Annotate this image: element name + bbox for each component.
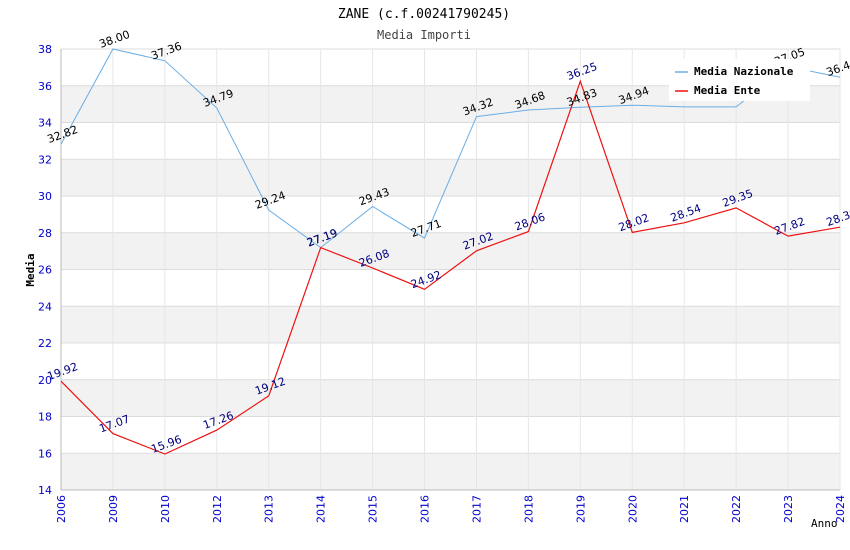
- x-tick-label: 2021: [678, 495, 691, 523]
- y-tick-label: 16: [38, 447, 52, 460]
- x-tick-label: 2013: [263, 495, 276, 523]
- x-tick-label: 2012: [211, 495, 224, 523]
- x-tick-label: 2023: [782, 495, 795, 523]
- data-label-ente: 28.54: [669, 202, 703, 225]
- data-label-ente: 28.06: [513, 210, 547, 233]
- x-tick-label: 2015: [367, 495, 380, 523]
- x-tick-label: 2018: [522, 495, 535, 523]
- series-line-nazionale: [60, 48, 841, 249]
- legend-label-nazionale: Media Nazionale: [694, 65, 794, 78]
- x-tick-label: 2020: [626, 495, 639, 523]
- y-tick-label: 18: [38, 411, 52, 424]
- legend: Media Nazionale Media Ente: [669, 59, 810, 101]
- x-tick-labels: 2006 2009 2010 2012 2013 2014 2015 2016 2017 2018…: [55, 495, 847, 523]
- x-tick-label: 2019: [574, 495, 587, 523]
- x-tick-label: 2006: [55, 495, 68, 523]
- legend-label-ente: Media Ente: [694, 84, 761, 97]
- y-tick-label: 28: [38, 227, 52, 240]
- x-tick-label: 2016: [419, 495, 432, 523]
- y-tick-label: 38: [38, 43, 52, 56]
- chart-title: ZANE (c.f.00241790245): [338, 7, 510, 22]
- x-tick-label: 2014: [315, 495, 328, 523]
- y-tick-label: 20: [38, 374, 52, 387]
- data-label-nazionale: 38.00: [98, 28, 132, 51]
- y-tick-label: 30: [38, 190, 52, 203]
- x-tick-label: 2017: [470, 495, 483, 523]
- legend-box: [669, 59, 810, 101]
- y-axis-label: Media: [24, 253, 37, 286]
- grid-band: [61, 232, 840, 270]
- grid-band: [61, 453, 840, 490]
- y-tick-label: 32: [38, 153, 52, 166]
- data-label-ente: 36.25: [565, 60, 599, 83]
- series-lines: [60, 48, 841, 455]
- grid-band: [61, 379, 840, 417]
- y-tick-labels: 14 16 18 20 22 24 26 28 30 32 34 36 38: [38, 43, 52, 497]
- chart-subtitle: Media Importi: [377, 28, 471, 42]
- y-tick-label: 24: [38, 300, 52, 313]
- data-label-ente: 28.30: [825, 206, 850, 229]
- grid-bands: [61, 85, 840, 490]
- x-tick-label: 2024: [834, 495, 847, 523]
- y-tick-label: 14: [38, 484, 52, 497]
- y-tick-label: 26: [38, 264, 52, 277]
- data-label-nazionale: 36.46: [825, 56, 850, 79]
- axes: [60, 49, 840, 491]
- data-label-ente: 15.96: [149, 433, 183, 456]
- grid-band: [61, 306, 840, 343]
- x-tick-label: 2022: [730, 495, 743, 523]
- x-tick-label: 2009: [107, 495, 120, 523]
- series-line-ente: [60, 79, 841, 455]
- data-label-nazionale: 37.36: [149, 40, 183, 63]
- x-axis-label: Anno: [811, 517, 838, 530]
- data-label-ente: 28.02: [617, 211, 651, 234]
- x-tick-label: 2010: [159, 495, 172, 523]
- y-tick-label: 36: [38, 80, 52, 93]
- y-tick-label: 22: [38, 337, 52, 350]
- y-tick-label: 34: [38, 117, 52, 130]
